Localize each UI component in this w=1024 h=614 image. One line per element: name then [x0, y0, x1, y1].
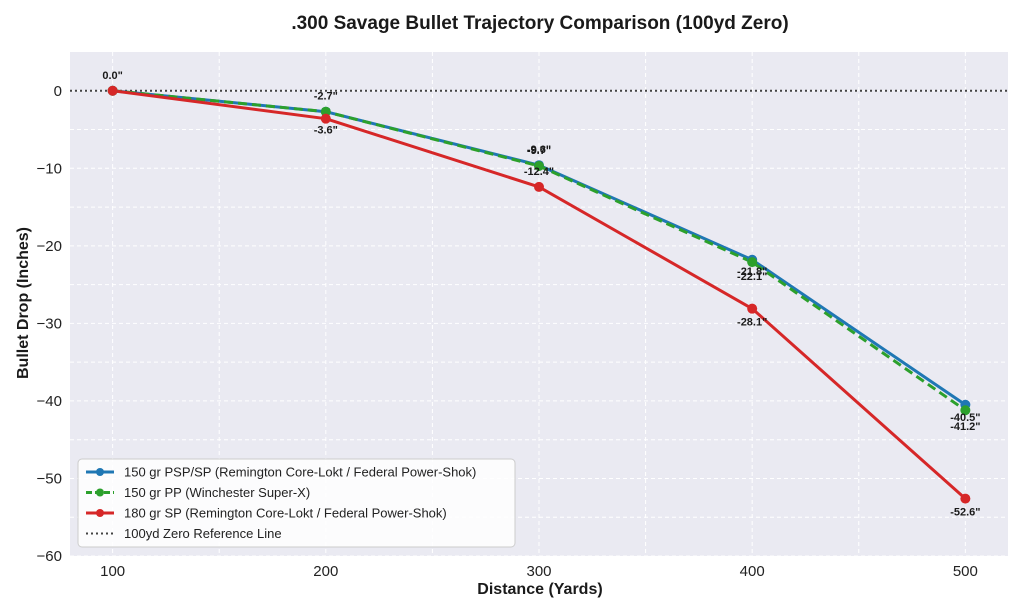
y-axis-title: Bullet Drop (Inches): [15, 227, 32, 379]
legend: 150 gr PSP/SP (Remington Core-Lokt / Fed…: [77, 458, 516, 548]
x-axis-title: Distance (Yards): [477, 581, 602, 598]
y-tick-label: −30: [37, 315, 62, 332]
y-axis-ticks: 0 −10 −20 −30 −40 −50 −60: [37, 83, 62, 565]
data-point: [534, 181, 544, 192]
legend-marker: [96, 468, 104, 476]
data-point: [960, 405, 971, 416]
data-label: -28.1": [737, 317, 767, 329]
data-label: -52.6": [950, 507, 980, 519]
data-label: -21.8": [737, 266, 767, 278]
data-point: [107, 85, 118, 96]
data-label: -9.7": [527, 145, 551, 157]
y-tick-label: −50: [37, 470, 62, 487]
data-label: -2.7": [314, 91, 338, 103]
data-label: -12.4": [524, 166, 554, 178]
data-point: [320, 113, 331, 124]
data-label: -22.1": [737, 271, 767, 283]
x-tick-label: 500: [953, 563, 978, 580]
x-axis-ticks: 100 200 300 400 500: [100, 563, 978, 580]
legend-marker: [96, 488, 104, 497]
data-label: -3.6": [314, 125, 338, 137]
data-label: -41.2": [950, 421, 980, 433]
legend-marker: [96, 509, 104, 517]
data-point: [534, 160, 544, 171]
x-tick-label: 300: [526, 563, 551, 580]
data-label: -9.6": [527, 144, 551, 156]
legend-label: 180 gr SP (Remington Core-Lokt / Federal…: [124, 506, 447, 521]
data-label: 0.0": [102, 70, 123, 82]
y-tick-label: −20: [37, 238, 62, 255]
data-labels: -2.7" -9.6" -21.8" -40.5" -9.7" -22.1" -41.2" 0…: [102, 70, 980, 519]
legend-label: 150 gr PSP/SP (Remington Core-Lokt / Fed…: [124, 465, 476, 480]
legend-label: 100yd Zero Reference Line: [124, 526, 282, 541]
y-tick-label: −60: [37, 548, 62, 565]
y-tick-label: −40: [37, 393, 62, 410]
legend-label: 150 gr PP (Winchester Super-X): [124, 485, 310, 500]
data-point: [747, 303, 758, 314]
x-tick-label: 400: [740, 563, 765, 580]
data-point: [320, 106, 331, 117]
data-point: [747, 257, 758, 268]
data-label: -40.5": [950, 412, 980, 424]
y-tick-label: 0: [54, 83, 62, 100]
y-tick-label: −10: [37, 160, 62, 177]
series-points: [107, 85, 971, 504]
chart-title: .300 Savage Bullet Trajectory Comparison…: [291, 13, 788, 34]
x-tick-label: 200: [313, 563, 338, 580]
legend-box: [77, 458, 516, 548]
x-tick-label: 100: [100, 563, 125, 580]
data-point: [960, 493, 971, 504]
